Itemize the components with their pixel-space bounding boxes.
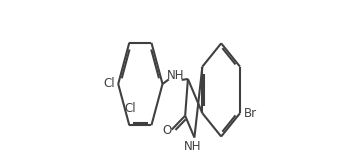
Text: O: O — [162, 124, 171, 137]
Text: NH: NH — [167, 69, 184, 82]
Text: Cl: Cl — [124, 102, 136, 115]
Text: Cl: Cl — [104, 77, 115, 90]
Text: Br: Br — [244, 107, 257, 120]
Text: NH: NH — [184, 140, 202, 153]
